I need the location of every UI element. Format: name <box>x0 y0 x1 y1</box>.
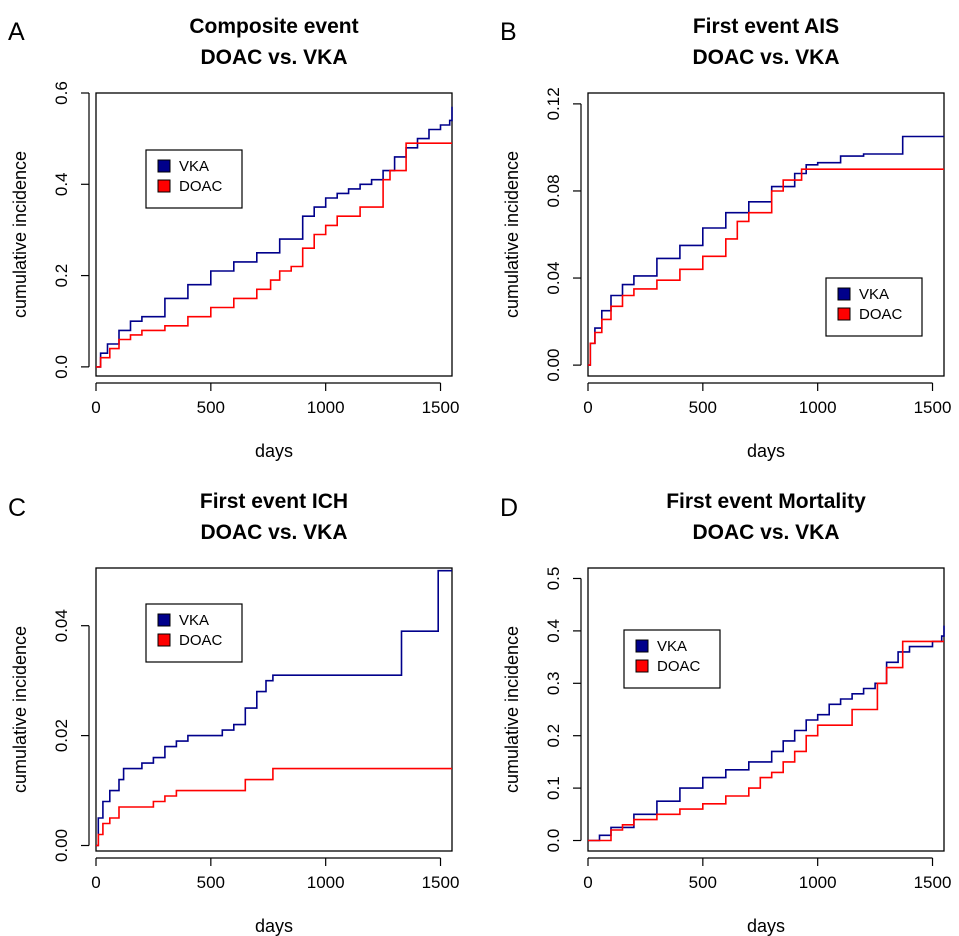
plot-frame <box>95 567 453 852</box>
legend-swatch-doac <box>635 659 649 673</box>
chart-subtitle: DOAC vs. VKA <box>200 521 347 544</box>
x-tick-label: 1000 <box>307 398 345 417</box>
series-line-vka <box>96 569 452 847</box>
legend-swatch-vka <box>157 613 171 627</box>
y-tick-label: 0.12 <box>544 87 563 120</box>
y-tick-label: 0.4 <box>52 172 71 196</box>
panel-letter: A <box>8 18 25 46</box>
plot-frame <box>587 567 945 852</box>
chart-title: First event Mortality <box>666 490 866 513</box>
series-line-vka <box>588 135 944 366</box>
legend: VKA DOAC <box>145 149 243 209</box>
panel-b: B First event AIS DOAC vs. VKA 0 500 1000 1500… <box>500 15 951 461</box>
legend-label-vka: VKA <box>179 612 209 629</box>
y-axis-label: cumulative incidence <box>10 151 30 318</box>
y-tick-label: 0.0 <box>52 355 71 379</box>
panel-a: A Composite event DOAC vs. VKA 0 500 1000 1500… <box>8 15 459 461</box>
x-tick-label: 1000 <box>799 873 837 892</box>
legend-label-doac: DOAC <box>657 658 701 675</box>
panel-d: D First event Mortality DOAC vs. VKA 0 500 10… <box>500 490 951 936</box>
x-axis-label: days <box>255 441 293 461</box>
y-tick-label: 0.3 <box>544 671 563 695</box>
x-tick-label: 1000 <box>799 398 837 417</box>
x-tick-label: 0 <box>91 398 100 417</box>
x-tick-label: 1500 <box>422 873 460 892</box>
x-tick-label: 0 <box>583 873 592 892</box>
x-axis-label: days <box>747 916 785 936</box>
x-tick-label: 1500 <box>914 398 952 417</box>
series-line-vka <box>96 106 453 368</box>
y-tick-label: 0.4 <box>544 619 563 643</box>
y-tick-label: 0.04 <box>544 261 563 294</box>
x-tick-label: 500 <box>689 873 717 892</box>
x-tick-label: 0 <box>583 398 592 417</box>
legend-swatch-doac <box>157 633 171 647</box>
y-tick-label: 0.00 <box>52 829 71 862</box>
x-tick-label: 0 <box>91 873 100 892</box>
y-tick-label: 0.5 <box>544 567 563 591</box>
legend-swatch-vka <box>837 287 851 301</box>
x-tick-label: 500 <box>197 398 225 417</box>
legend-swatch-vka <box>157 159 171 173</box>
y-tick-label: 0.04 <box>52 609 71 642</box>
x-tick-label: 1500 <box>422 398 460 417</box>
x-axis-label: days <box>747 441 785 461</box>
legend: VKA DOAC <box>145 603 243 663</box>
y-axis-label: cumulative incidence <box>502 626 522 793</box>
x-tick-label: 500 <box>197 873 225 892</box>
legend-swatch-vka <box>635 639 649 653</box>
y-tick-label: 0.02 <box>52 719 71 752</box>
x-axis-label: days <box>255 916 293 936</box>
y-tick-label: 0.00 <box>544 349 563 382</box>
series-line-doac <box>96 767 452 847</box>
legend-label-doac: DOAC <box>179 178 223 195</box>
y-tick-label: 0.6 <box>52 81 71 105</box>
y-tick-label: 0.08 <box>544 174 563 207</box>
legend-swatch-doac <box>157 179 171 193</box>
y-tick-label: 0.2 <box>52 264 71 288</box>
series-line-doac <box>588 640 944 842</box>
panel-letter: C <box>8 494 26 522</box>
y-tick-label: 0.2 <box>544 724 563 748</box>
series-line-doac <box>96 142 452 368</box>
chart-title: Composite event <box>189 15 358 38</box>
x-tick-label: 500 <box>689 398 717 417</box>
chart-subtitle: DOAC vs. VKA <box>692 46 839 69</box>
y-axis-label: cumulative incidence <box>10 626 30 793</box>
legend-label-vka: VKA <box>179 158 209 175</box>
x-tick-label: 1500 <box>914 873 952 892</box>
chart-title: First event ICH <box>200 490 348 513</box>
chart-title: First event AIS <box>693 15 839 38</box>
panel-letter: D <box>500 494 518 522</box>
plot-frame <box>587 92 945 377</box>
y-tick-label: 0.0 <box>544 829 563 853</box>
panel-c: C First event ICH DOAC vs. VKA 0 500 1000 1500… <box>8 490 459 936</box>
series-line-vka <box>588 625 945 842</box>
legend: VKA DOAC <box>825 277 923 337</box>
x-tick-label: 1000 <box>307 873 345 892</box>
legend-label-doac: DOAC <box>179 632 223 649</box>
series-line-doac <box>588 168 944 366</box>
chart-subtitle: DOAC vs. VKA <box>692 521 839 544</box>
legend-label-vka: VKA <box>657 638 687 655</box>
legend-label-vka: VKA <box>859 286 889 303</box>
legend-swatch-doac <box>837 307 851 321</box>
y-tick-label: 0.1 <box>544 776 563 800</box>
chart-subtitle: DOAC vs. VKA <box>200 46 347 69</box>
y-axis-label: cumulative incidence <box>502 151 522 318</box>
panel-letter: B <box>500 18 517 46</box>
plot-frame <box>95 92 453 377</box>
legend-label-doac: DOAC <box>859 306 903 323</box>
legend: VKA DOAC <box>623 629 721 689</box>
